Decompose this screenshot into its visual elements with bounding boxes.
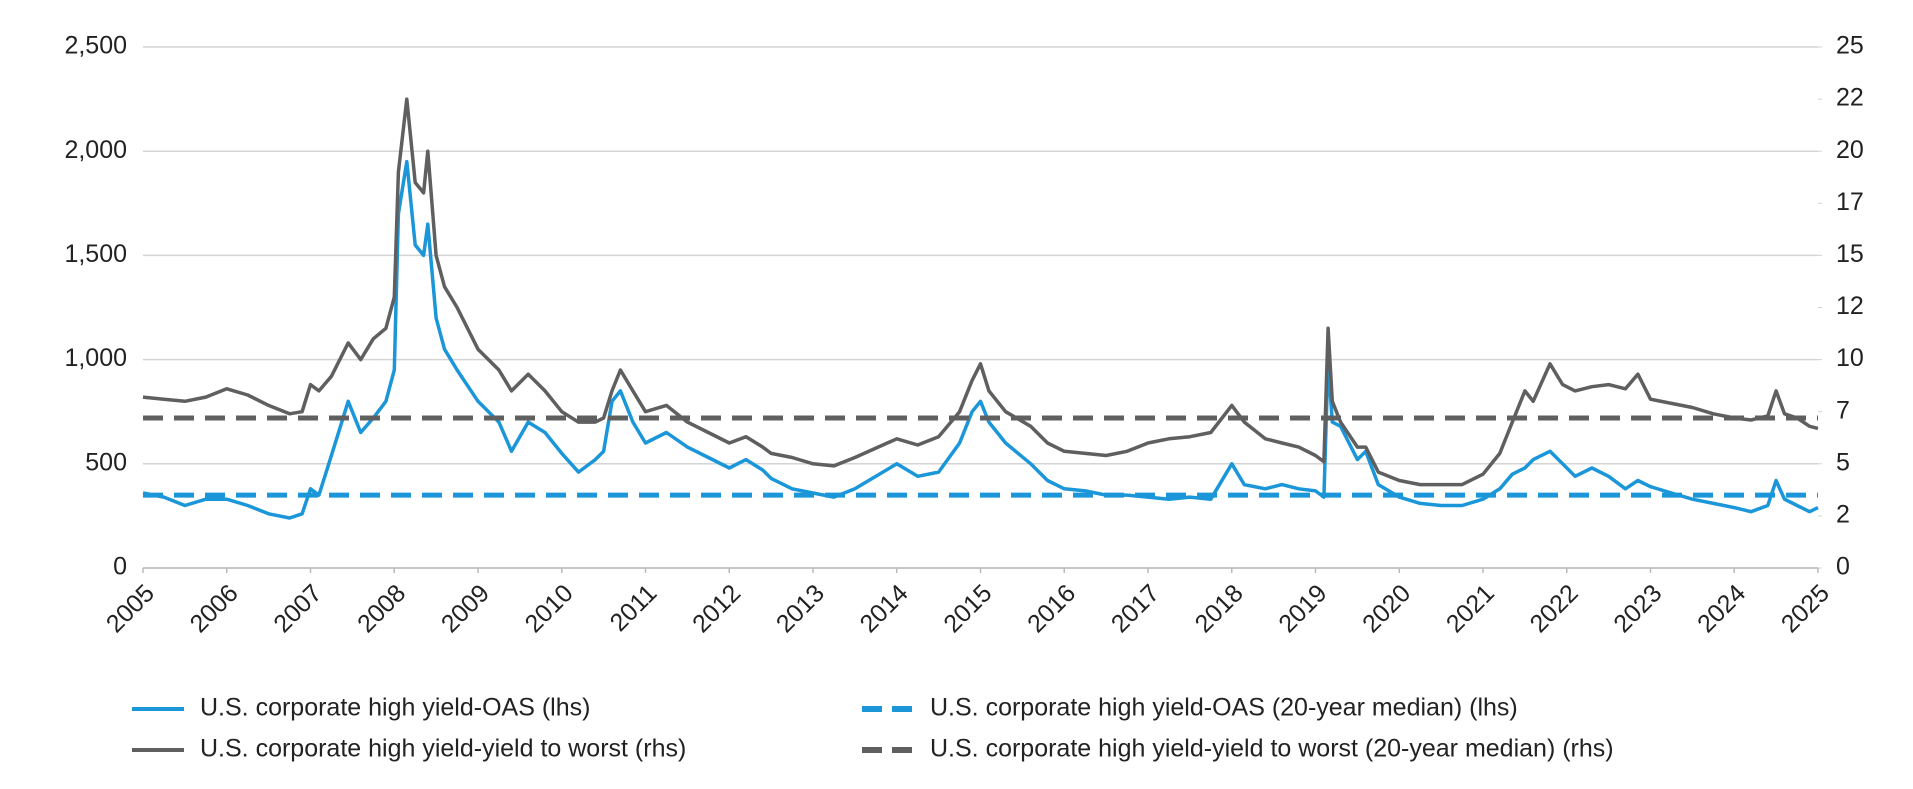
series-line (142, 159, 1819, 520)
x-tick-label: 2019 (1273, 579, 1332, 638)
y2-tick-label: 5 (1836, 448, 1850, 476)
series-line (142, 97, 1819, 487)
x-tick-label: 2022 (1525, 579, 1584, 638)
y2-tick-label: 25 (1836, 32, 1864, 60)
y2-tick-label: 20 (1836, 136, 1864, 164)
x-tick-label: 2023 (1608, 579, 1667, 638)
x-tick-label: 2010 (520, 579, 579, 638)
x-tick-label: 2012 (687, 579, 746, 638)
y-tick-label: 1,000 (64, 344, 127, 372)
y2-tick-label: 0 (1836, 553, 1850, 581)
x-tick-label: 2007 (268, 579, 327, 638)
x-tick-label: 2006 (185, 579, 244, 638)
legend-label: U.S. corporate high yield-OAS (lhs) (200, 694, 590, 722)
y2-tick-label: 12 (1836, 292, 1864, 320)
x-tick-label: 2015 (938, 579, 997, 638)
x-tick-label: 2014 (855, 579, 914, 638)
x-tick-label: 2018 (1190, 579, 1249, 638)
legend-label: U.S. corporate high yield-yield to worst… (930, 735, 1614, 763)
y2-tick-label: 22 (1836, 84, 1864, 112)
y-tick-label: 2,500 (64, 32, 127, 60)
legend-label: U.S. corporate high yield-OAS (20-year m… (930, 694, 1518, 722)
y-tick-label: 0 (113, 553, 127, 581)
y-tick-label: 500 (85, 448, 127, 476)
x-tick-label: 2008 (352, 579, 411, 638)
x-tick-label: 2024 (1692, 579, 1751, 638)
y2-tick-label: 15 (1836, 240, 1864, 268)
x-tick-label: 2016 (1022, 579, 1081, 638)
x-tick-label: 2009 (436, 579, 495, 638)
x-tick-label: 2021 (1441, 579, 1500, 638)
legend-label: U.S. corporate high yield-yield to worst… (200, 735, 686, 763)
y-tick-label: 1,500 (64, 240, 127, 268)
y2-tick-label: 2 (1836, 501, 1850, 529)
x-tick-label: 2011 (605, 579, 663, 637)
y2-tick-label: 17 (1836, 188, 1864, 216)
y-tick-label: 2,000 (64, 136, 127, 164)
y2-tick-label: 7 (1836, 396, 1850, 424)
x-tick-label: 2017 (1106, 579, 1165, 638)
y2-tick-label: 10 (1836, 344, 1864, 372)
x-tick-label: 2013 (771, 579, 830, 638)
x-tick-label: 2025 (1776, 579, 1835, 638)
x-tick-label: 2005 (101, 579, 160, 638)
x-tick-label: 2020 (1357, 579, 1416, 638)
